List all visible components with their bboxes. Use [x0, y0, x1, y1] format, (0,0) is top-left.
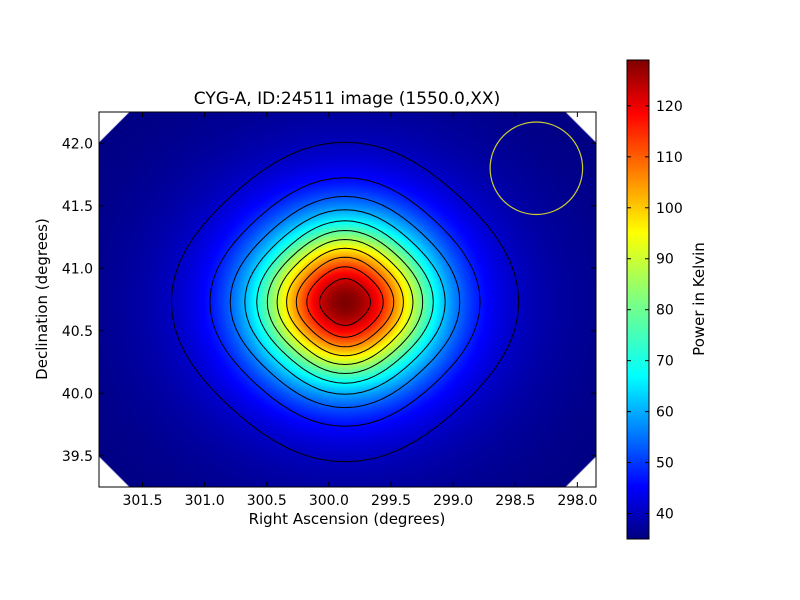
colorbar-ticks: 40 50 60 70 80 90 100 110 120 [627, 99, 683, 523]
colorbar-tick-label: 40 [656, 507, 674, 523]
x-tick-label: 299.5 [371, 493, 411, 509]
contour-lines [170, 141, 520, 463]
colorbar-tick-label: 90 [656, 252, 674, 268]
contour-line [170, 141, 520, 463]
y-tick-label: 42.0 [62, 136, 93, 152]
y-tick-label: 39.5 [62, 449, 93, 465]
contour-line [286, 247, 404, 357]
plot-area [99, 112, 596, 487]
contour-line [256, 220, 434, 384]
x-tick-label: 301.5 [122, 493, 162, 509]
colorbar-tick-label: 70 [656, 354, 674, 370]
colorbar-tick-label: 120 [656, 99, 683, 115]
colorbar-tick-label: 60 [656, 405, 674, 421]
contour-line [229, 195, 461, 409]
x-tick-label: 301.0 [185, 493, 225, 509]
x-tick-label: 300.5 [247, 493, 287, 509]
contour-line [295, 256, 395, 348]
colorbar-tick-label: 50 [656, 456, 674, 472]
colorbar-tick-label: 80 [656, 303, 674, 319]
contour-line [209, 177, 481, 427]
colorbar [626, 59, 650, 540]
contour-line [244, 209, 446, 395]
colorbar-label: Power in Kelvin [690, 242, 708, 356]
x-axis-label: Right Ascension (degrees) [249, 510, 446, 528]
y-tick-label: 41.0 [62, 261, 93, 277]
contour-line [266, 229, 424, 375]
x-tick-label: 300.0 [309, 493, 349, 509]
contour-line [306, 266, 384, 338]
y-tick-label: 40.5 [62, 324, 93, 340]
y-axis-label: Declination (degrees) [33, 218, 51, 380]
plot-frame [98, 111, 597, 488]
x-axis-ticks: 301.5 301.0 300.5 300.0 299.5 299.0 298.5 298.0 [122, 112, 597, 509]
x-tick-label: 298.0 [557, 493, 597, 509]
heatmap-image [99, 112, 596, 487]
y-tick-label: 41.5 [62, 199, 93, 215]
x-tick-label: 298.5 [495, 493, 535, 509]
colorbar-tick-label: 100 [656, 201, 683, 217]
beam-circle [489, 121, 584, 216]
y-axis-ticks: 39.5 40.0 40.5 41.0 41.5 42.0 [62, 136, 596, 465]
contour-line [276, 238, 414, 366]
y-tick-label: 40.0 [62, 386, 93, 402]
contour-line [319, 278, 372, 326]
x-tick-label: 299.0 [433, 493, 473, 509]
colorbar-tick-label: 110 [656, 150, 683, 166]
chart-title: CYG-A, ID:24511 image (1550.0,XX) [194, 89, 500, 109]
